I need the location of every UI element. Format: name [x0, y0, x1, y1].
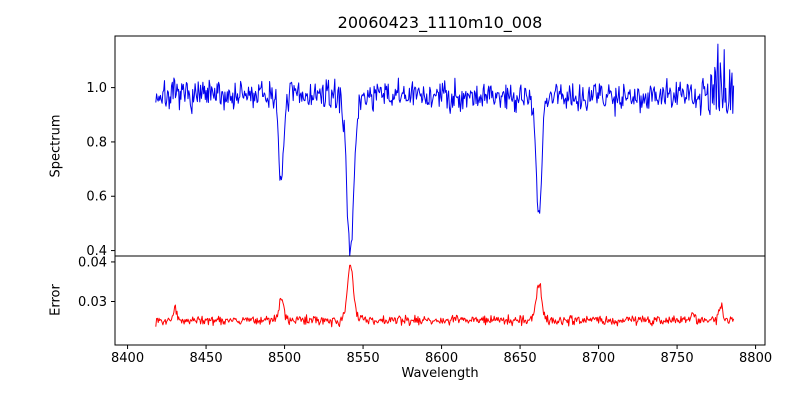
- x-tick-label: 8650: [504, 351, 537, 366]
- x-tick-label: 8450: [190, 351, 223, 366]
- spectrum-y-tick-label: 1.0: [86, 81, 107, 96]
- x-axis-label: Wavelength: [401, 366, 479, 381]
- x-tick-label: 8500: [268, 351, 301, 366]
- x-tick-label: 8550: [347, 351, 380, 366]
- spectrum-y-tick-label: 0.6: [86, 190, 107, 205]
- x-tick-label: 8600: [425, 351, 458, 366]
- error-panel-spines: [114, 255, 766, 346]
- spectrum-panel-spines: [114, 35, 766, 257]
- error-y-axis-label: Error: [48, 284, 64, 316]
- plot-title: 20060423_1110m10_008: [337, 13, 543, 32]
- spectrum-line: [155, 43, 735, 257]
- x-tick-label: 8400: [111, 351, 144, 366]
- error-y-tick-label: 0.04: [78, 255, 107, 270]
- error-y-tick-label: 0.03: [78, 295, 107, 310]
- spectrum-y-axis-label: Spectrum: [48, 114, 64, 178]
- spectrum-y-tick-label: 0.4: [86, 244, 107, 259]
- x-tick-label: 8750: [661, 351, 694, 366]
- x-tick-label: 8700: [582, 351, 615, 366]
- error-line: [155, 264, 735, 328]
- x-tick-label: 8800: [739, 351, 772, 366]
- spectrum-y-tick-label: 0.8: [86, 135, 107, 150]
